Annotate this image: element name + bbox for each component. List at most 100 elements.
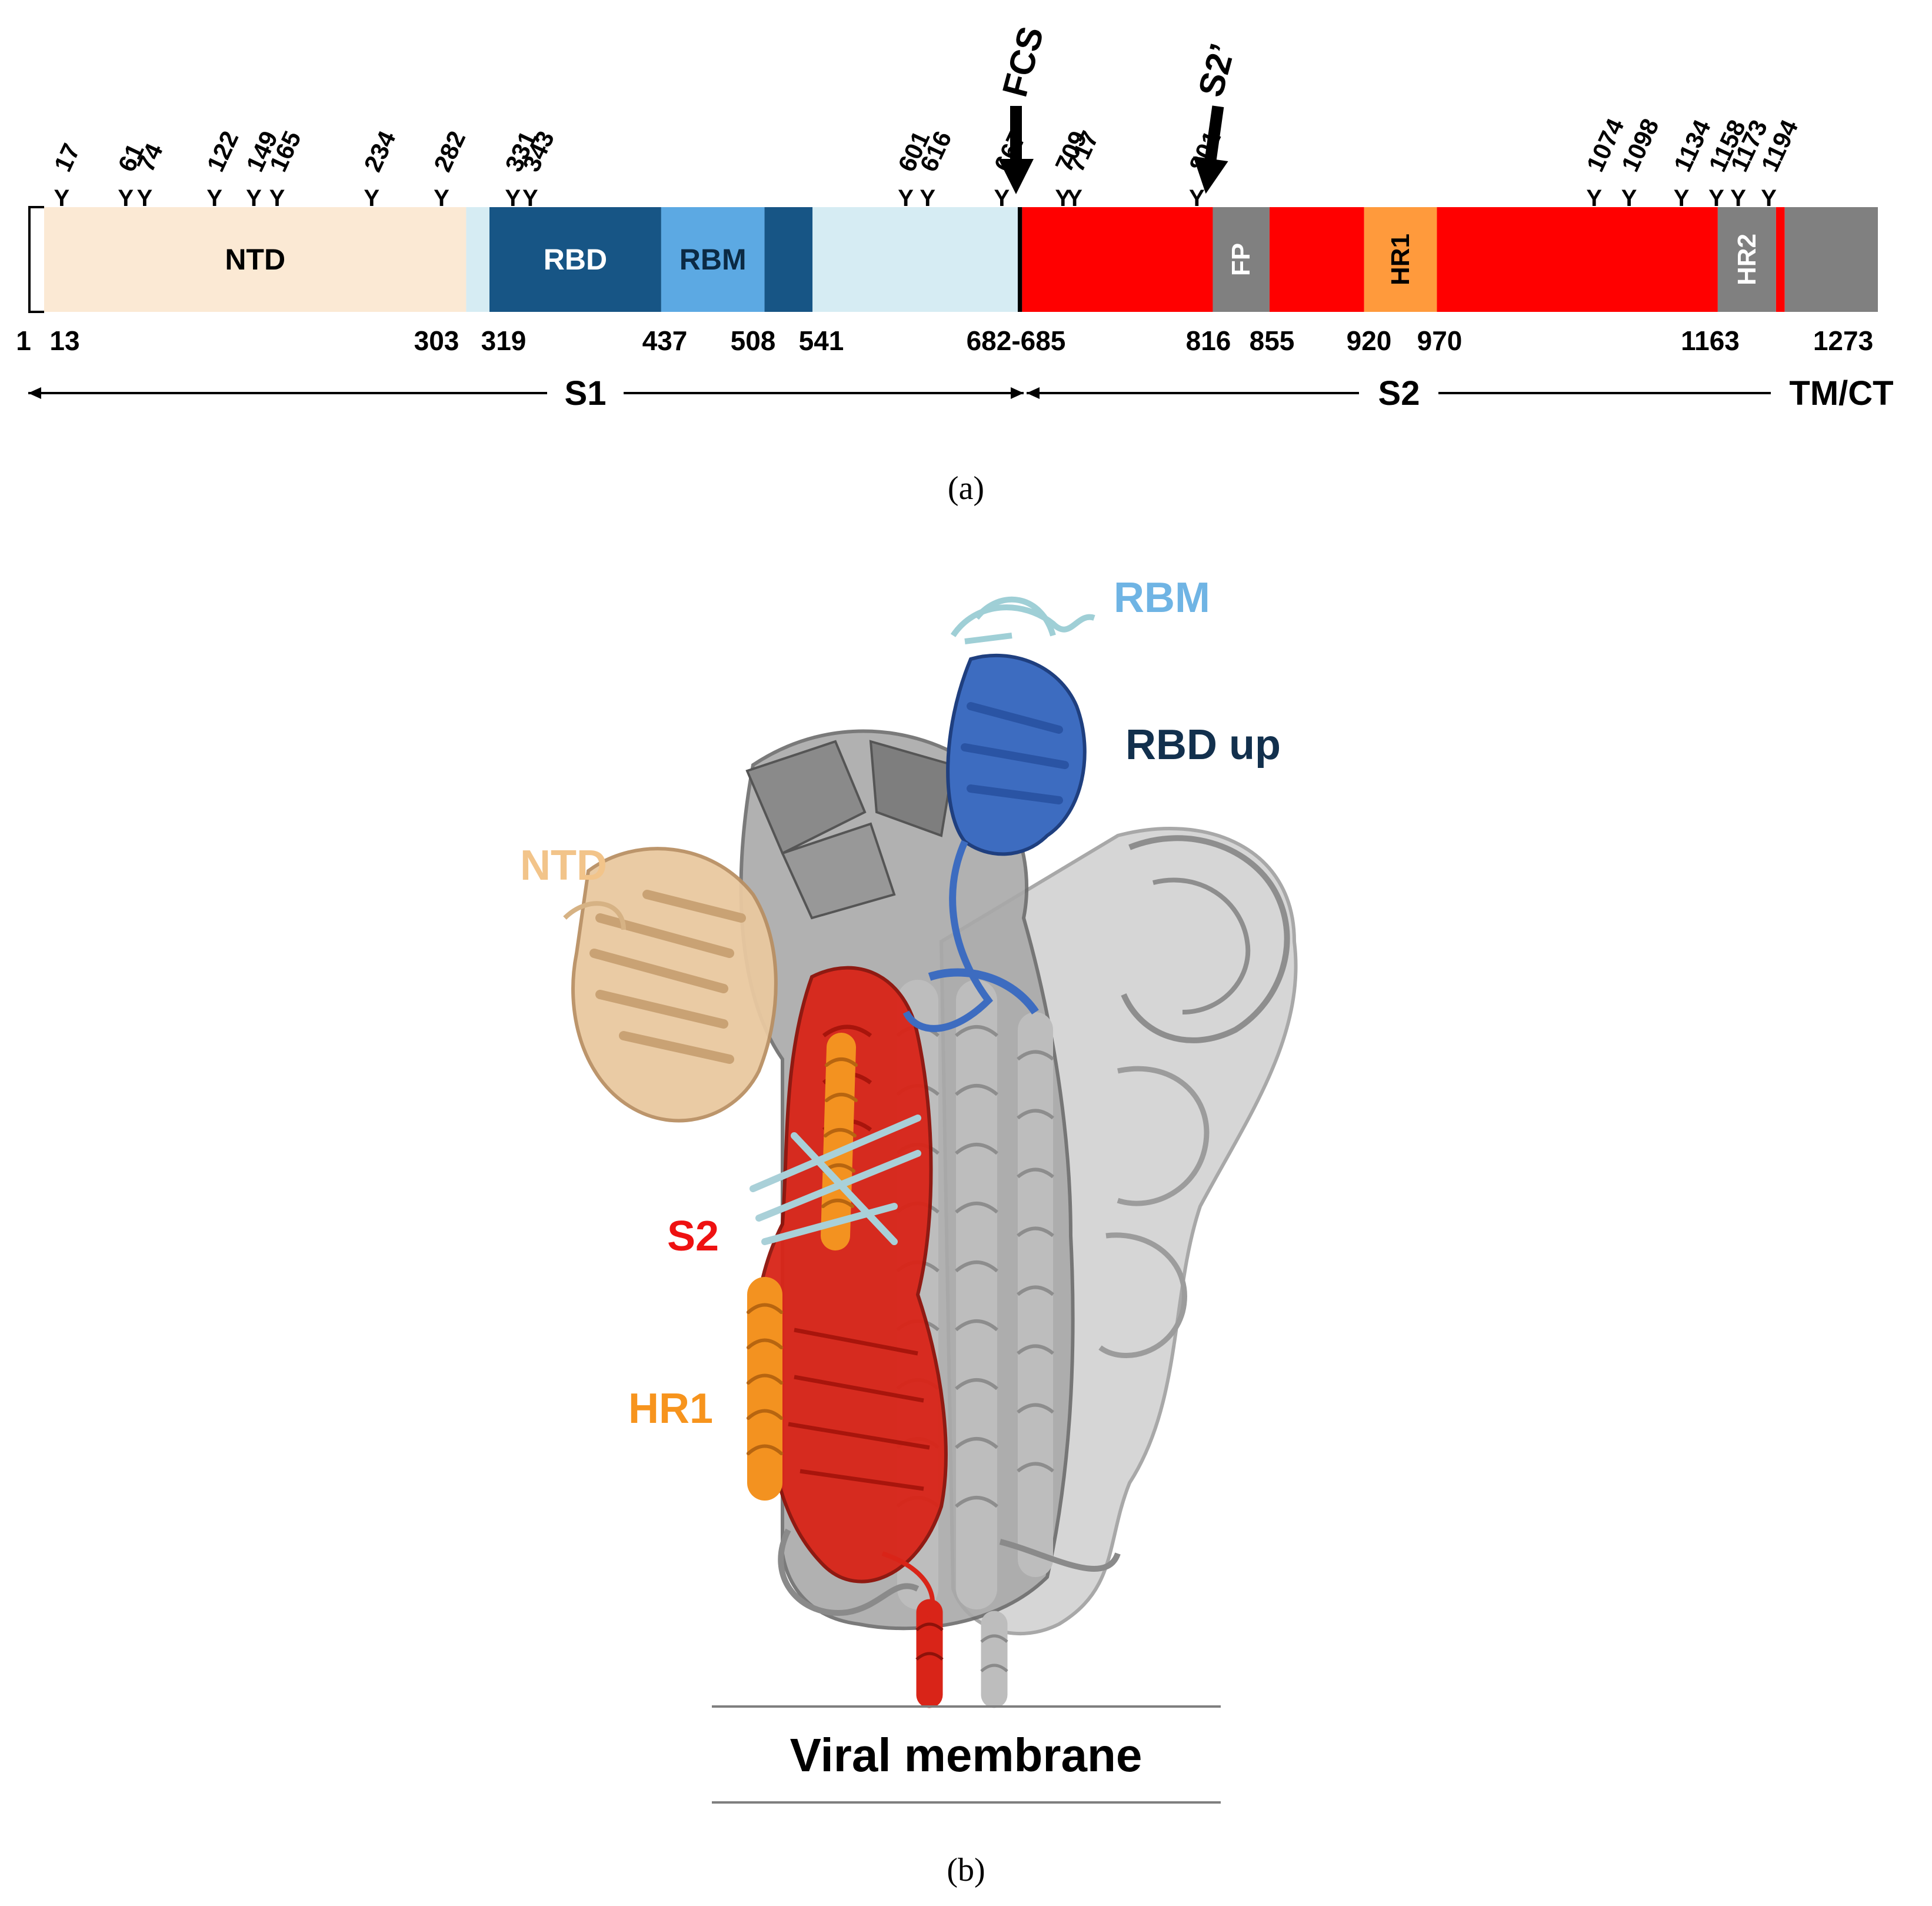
signal-peptide-bracket [28, 206, 44, 313]
glycosylation-sites: Y17Y61Y74Y122Y149Y165Y234Y282Y331Y343Y60… [48, 114, 1803, 211]
glycan-residue-label: 282 [428, 127, 471, 175]
glycan-residue-label: 17 [48, 139, 85, 176]
position-label: 1163 [1681, 325, 1740, 356]
structure-label-s2: S2 [667, 1213, 719, 1260]
glycan-site: Y 234 [358, 127, 401, 211]
glycan-symbol: Y [1674, 185, 1690, 211]
domain-label-hr1: HR1 [1386, 234, 1415, 285]
position-label: 437 [642, 325, 688, 356]
subunit-label-tm-ct: TM/CT [1789, 374, 1893, 413]
position-label: 319 [481, 325, 527, 356]
ntd-domain-ribbon [563, 847, 778, 1123]
span-arrowhead-icon [1027, 387, 1040, 399]
glycan-symbol: Y [994, 185, 1010, 211]
glycan-site: Y 17 [48, 139, 85, 211]
position-label: 13 [49, 325, 79, 356]
domain-s2-c [1437, 207, 1718, 312]
cleavage-arrow-icon [998, 106, 1034, 194]
domain-bar [28, 206, 1878, 313]
domain-hr2 [1717, 207, 1776, 312]
domain-label-rbd-1: RBD [544, 243, 607, 276]
domain-label-ntd: NTD [225, 243, 285, 276]
glycan-symbol: Y [1055, 185, 1071, 211]
structure-label-rbm: RBM [1114, 574, 1210, 621]
glycan-residue-label: 122 [201, 127, 244, 175]
glycan-symbol: Y [364, 185, 379, 211]
domain-label-rbm: RBM [679, 243, 747, 276]
glycan-site: Y 122 [201, 127, 244, 211]
position-label: 508 [731, 325, 776, 356]
cleavage-arrow-icon [1193, 105, 1228, 194]
position-label: 541 [799, 325, 844, 356]
span-arrowhead-icon [28, 387, 41, 399]
glycan-symbol: Y [54, 185, 70, 211]
glycan-symbol: Y [434, 185, 449, 211]
domain-s2-a [1022, 207, 1213, 312]
hr1-helix-ribbon [747, 1033, 858, 1501]
glycan-symbol: Y [505, 185, 521, 211]
domain-rbd-2 [764, 207, 813, 312]
domain-s1-linker-1 [466, 207, 489, 312]
domain-rbd-1 [489, 207, 661, 312]
structure-label-rbd-up: RBD up [1125, 721, 1281, 769]
glycan-residue-label: 234 [358, 127, 401, 176]
cleavage-label: S2’ [1191, 39, 1243, 101]
glycan-symbol: Y [1067, 185, 1082, 211]
domain-tm-ct [1784, 207, 1878, 312]
domain-s2-b [1269, 207, 1364, 312]
residue-position-labels: 1 13 303 319 437 508 541 682-685 816 855 920 970 116… [16, 325, 1873, 356]
domain-ntd [44, 207, 467, 312]
span-arrowhead-icon [1011, 387, 1024, 399]
subunit-spans: S1 S2 TM/CT [28, 374, 1894, 413]
glycan-symbol: Y [1761, 185, 1777, 211]
position-label: 970 [1417, 325, 1463, 356]
glycan-symbol: Y [269, 185, 285, 211]
domain-label-fp: FP [1227, 243, 1255, 276]
position-label: 855 [1250, 325, 1295, 356]
glycan-symbol: Y [898, 185, 914, 211]
structure-label-hr1: HR1 [628, 1385, 713, 1432]
domain-labels: NTD RBD RBM FP HR1 HR2 [225, 234, 1761, 285]
position-label: 1 [16, 325, 31, 356]
structure-labels: RBM RBD up NTD S2 HR1 [520, 574, 1281, 1432]
position-label: 816 [1186, 325, 1231, 356]
sd-domain-ribbon [750, 1115, 921, 1245]
cleavage-label: FCS [995, 22, 1051, 101]
structure-label-ntd: NTD [520, 842, 607, 889]
glycan-symbol: Y [1621, 185, 1637, 211]
position-label: 920 [1347, 325, 1392, 356]
glycan-symbol: Y [137, 185, 153, 211]
position-label: 303 [414, 325, 459, 356]
glycan-symbol: Y [1189, 185, 1205, 211]
glycan-symbol: Y [246, 185, 262, 211]
subunit-label-s1: S1 [565, 374, 607, 413]
domain-s2-d [1776, 207, 1785, 312]
rbd-up-ribbon [902, 653, 1087, 1032]
glycan-symbol: Y [206, 185, 222, 211]
glycan-symbol: Y [522, 185, 538, 211]
position-label: 1273 [1813, 325, 1873, 356]
domain-sd [812, 207, 1018, 312]
membrane-label: Viral membrane [790, 1729, 1142, 1781]
glycan-symbol: Y [1730, 185, 1746, 211]
domain-rbm [661, 207, 765, 312]
subunit-label-s2: S2 [1378, 374, 1420, 413]
trimer-gray-protomers [739, 729, 1298, 1708]
panel-a-domain-map: NTD RBD RBM FP HR1 HR2 Y17Y61Y74Y122Y149Y165Y… [16, 22, 1893, 507]
glycan-symbol: Y [1586, 185, 1602, 211]
glycan-site: Y 282 [428, 127, 471, 211]
position-label: 682-685 [967, 325, 1066, 356]
panel-b-trimer-structure: RBM RBD up NTD S2 HR1 Viral membrane (b) [520, 574, 1298, 1888]
domain-hr1 [1364, 207, 1437, 312]
domain-label-hr2: HR2 [1733, 234, 1761, 285]
glycan-symbol: Y [118, 185, 134, 211]
glycan-symbol: Y [920, 185, 935, 211]
glycan-symbol: Y [1708, 185, 1724, 211]
panel-a-caption: (a) [948, 470, 984, 507]
s2-subunit-ribbon [753, 966, 948, 1708]
panel-b-caption: (b) [947, 1852, 985, 1888]
domain-fcs-bar [1017, 207, 1022, 312]
cleavage-fcs: FCS [995, 22, 1051, 194]
domain-fp [1213, 207, 1270, 312]
